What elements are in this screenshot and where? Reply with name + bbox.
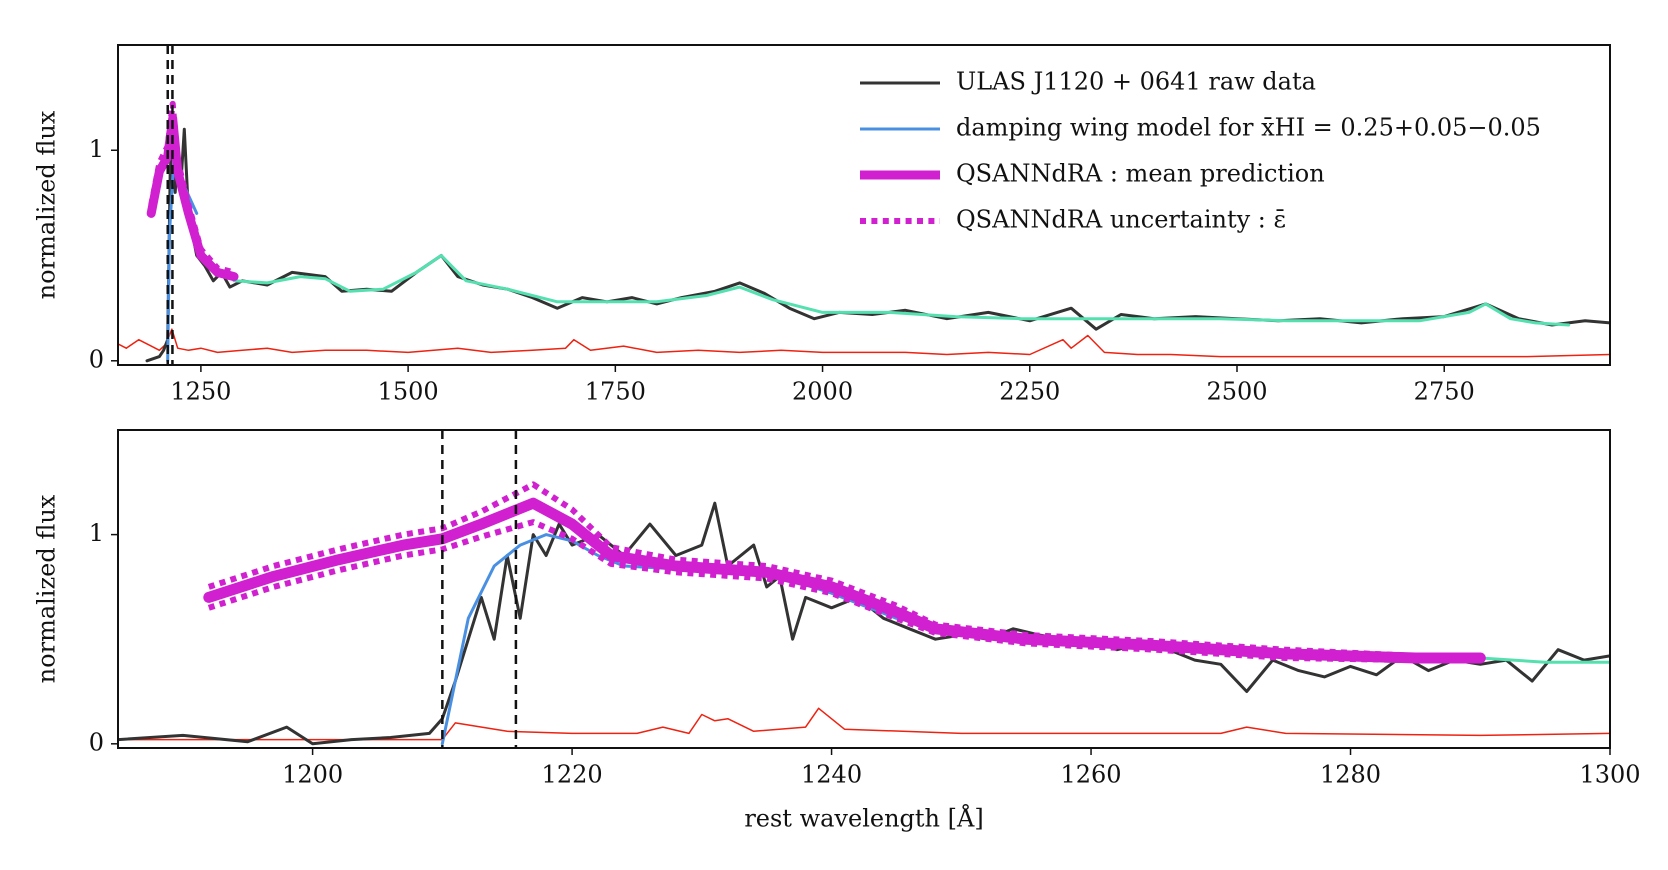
x-tick-label: 1260 [1061,761,1122,789]
x-axis-label: rest wavelength [Å] [744,804,983,833]
x-tick-label: 1500 [378,378,439,406]
series-line [148,100,235,276]
legend-label: damping wing model for x̄HI = 0.25+0.05−… [956,114,1541,142]
plot-area [118,481,1610,746]
series-line [440,533,1482,746]
series-line [118,707,1610,741]
x-tick-label: 2250 [999,378,1060,406]
x-tick-label: 1240 [801,761,862,789]
series-line [118,501,1610,746]
series-line [203,497,1486,664]
x-tick-label: 1280 [1320,761,1381,789]
x-tick-label: 1220 [542,761,603,789]
series-line [207,481,1481,659]
plot-area [118,100,1610,363]
legend-label: ULAS J1120 + 0641 raw data [956,68,1316,96]
axes-frame [117,44,1611,366]
series-line [118,328,1610,358]
y-tick-label: 1 [89,519,104,547]
x-tick-label: 1300 [1579,761,1640,789]
series-line [145,127,1610,363]
x-tick-label: 1750 [585,378,646,406]
x-tick-label: 2750 [1414,378,1475,406]
series-line [1478,656,1610,664]
x-tick-label: 2000 [792,378,853,406]
axes-frame [117,429,1611,749]
x-tick-label: 2500 [1206,378,1267,406]
series-line [146,114,239,282]
y-tick-label: 0 [89,345,104,373]
x-tick-label: 1200 [282,761,343,789]
y-tick-label: 1 [89,135,104,163]
series-line [232,254,1571,327]
y-tick-label: 0 [89,728,104,756]
legend-label: QSANNdRA uncertainty : ε̄ [956,206,1286,234]
y-axis-label: normalized flux [33,110,61,299]
legend-label: QSANNdRA : mean prediction [956,160,1325,188]
x-tick-label: 1250 [170,378,231,406]
y-axis-label: normalized flux [33,494,61,683]
